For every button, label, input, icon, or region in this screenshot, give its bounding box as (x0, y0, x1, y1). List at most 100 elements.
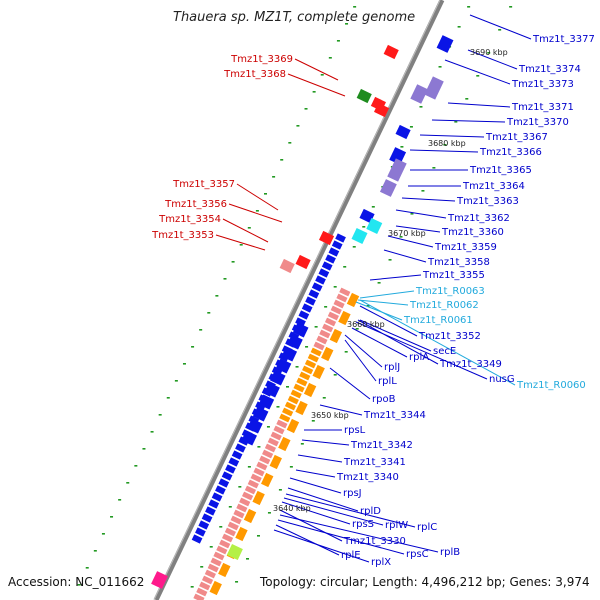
leader-line (297, 454, 343, 463)
gene-label-blue: rplL (378, 376, 397, 387)
gene-label-blue: rplB (440, 547, 460, 558)
gene-pink (279, 413, 291, 423)
track-dot (257, 446, 261, 448)
track-dot (158, 414, 162, 416)
track-dot (355, 328, 359, 330)
gene-orange (329, 328, 343, 344)
gene-label-cyan: Tmz1t_R0061 (403, 315, 473, 326)
genome-summary-text: Topology: circular; Length: 4,496,212 bp… (259, 575, 590, 589)
label-leader-lines (215, 14, 532, 563)
gene-orange (235, 526, 248, 542)
track-dot (409, 126, 413, 128)
gene-pink (322, 323, 334, 333)
gene-pink (324, 317, 337, 327)
gene-cluster (389, 147, 407, 165)
gene-blue (287, 334, 303, 350)
gene-blue (235, 443, 246, 453)
gene-pink (313, 341, 325, 351)
gene-minus-strand (356, 88, 372, 104)
gene-minus-strand (383, 44, 399, 60)
gene-blue (270, 370, 286, 386)
leader-line (444, 59, 511, 85)
track-dot (174, 380, 178, 382)
gene-pink (207, 563, 219, 573)
gene-blue (195, 527, 206, 537)
gene-label-red: Tmz1t_3369 (230, 54, 293, 65)
track-dot (336, 40, 340, 42)
track-dot (324, 306, 328, 308)
track-dot (344, 351, 348, 353)
gene-pink (259, 455, 271, 465)
track-dot (454, 121, 458, 123)
gene-label-blue: Tmz1t_3374 (518, 64, 581, 75)
leader-line (387, 235, 434, 248)
leader-line (277, 519, 405, 555)
gene-blue (321, 261, 333, 271)
track-dot (467, 6, 471, 8)
gene-label-blue: Tmz1t_3365 (469, 165, 532, 176)
gene-pink (199, 581, 211, 591)
track-dot (345, 23, 349, 25)
leader-line (409, 149, 479, 153)
track-dot (255, 210, 259, 212)
gene-label-red: Tmz1t_3354 (158, 214, 221, 225)
gene-cluster (351, 228, 368, 244)
gene-label-blue: secE (433, 346, 456, 357)
leader-line (447, 102, 511, 108)
gene-label-blue: rplE (341, 550, 361, 561)
gene-orange (295, 400, 308, 416)
gene-blue (308, 289, 320, 299)
leader-line (215, 234, 266, 251)
gene-pink (287, 395, 299, 405)
gene-minus-strand (295, 254, 311, 270)
track-dot (126, 482, 130, 484)
gene-labels: Tmz1t_3369 Tmz1t_3368 Tmz1t_3357 Tmz1t_3356… (151, 34, 595, 568)
leader-line (469, 14, 532, 40)
track-dot (296, 125, 300, 127)
gene-blue (318, 268, 330, 278)
gene-blue (331, 240, 343, 250)
track-dot (410, 213, 414, 215)
kbp-mark: 3650 kbp (311, 411, 349, 420)
gene-orange (278, 436, 291, 452)
track-dot (85, 567, 89, 569)
leader-line (344, 334, 383, 368)
track-dot (333, 374, 337, 376)
gene-orange (261, 472, 274, 488)
gene-blue (258, 394, 275, 410)
leader-line (383, 249, 427, 263)
gene-blue (295, 317, 306, 327)
gene-orange (269, 454, 282, 470)
gene-blue (335, 233, 346, 243)
track-dot (219, 526, 223, 528)
leader-line (359, 290, 415, 299)
gene-cluster (387, 158, 407, 182)
gene-label-blue: Tmz1t_3340 (336, 472, 399, 483)
gene-blue (292, 322, 309, 338)
gene-pink (273, 425, 285, 435)
gene-orange (243, 508, 257, 524)
gene-minus-strand (373, 102, 390, 118)
gene-blue (328, 247, 340, 257)
gene-blue (218, 478, 230, 488)
track-dot (256, 535, 260, 537)
track-dot (362, 226, 366, 228)
track-dot (371, 206, 375, 208)
gene-label-blue: rpsL (344, 425, 366, 436)
leader-line (287, 73, 346, 97)
gene-blue (298, 310, 310, 320)
track-dot (333, 286, 337, 288)
gene-orange (338, 310, 351, 326)
gene-features (151, 35, 454, 600)
leader-line (301, 439, 350, 446)
leader-line (295, 469, 336, 478)
track-dot (247, 466, 251, 468)
gene-pink (213, 551, 225, 561)
gene-pink (310, 347, 322, 357)
gene-orange (218, 562, 231, 578)
gene-label-cyan: Tmz1t_R0062 (409, 300, 479, 311)
gene-pink (316, 335, 328, 345)
track-dot (288, 142, 292, 144)
track-dot (400, 146, 404, 148)
